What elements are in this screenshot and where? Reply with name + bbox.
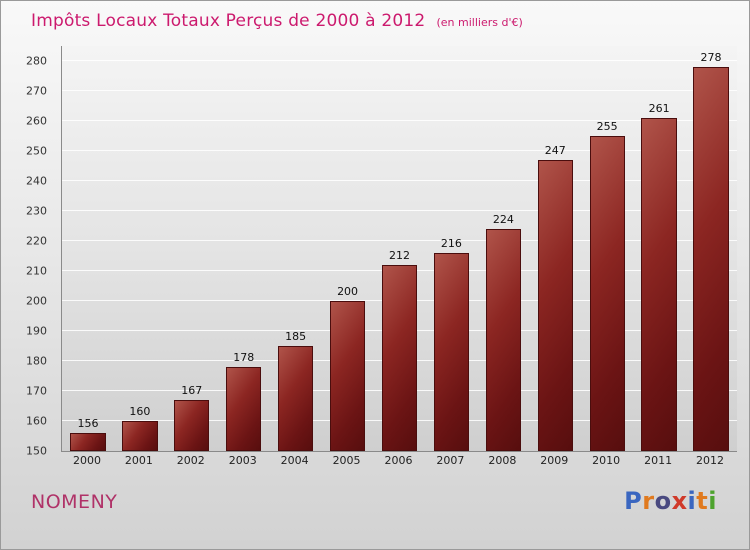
x-tick-label: 2002 <box>176 454 205 467</box>
gridline <box>62 150 737 151</box>
bar <box>278 346 314 451</box>
proxiti-logo-letter: i <box>708 487 717 515</box>
bar <box>537 160 573 451</box>
bar-value-label: 247 <box>544 144 566 157</box>
y-axis-labels: 150 160 170 180 190 200 210 220 230 240 250 260 270 2… <box>1 46 55 458</box>
bar-value-label: 255 <box>596 120 618 133</box>
y-tick-label: 190 <box>26 324 47 338</box>
x-tick-label: 2008 <box>488 454 517 467</box>
bar-slot: 224 <box>477 46 529 451</box>
y-tick-label: 260 <box>26 114 47 128</box>
proxiti-logo-letter: r <box>642 487 655 515</box>
x-tick-label: 2006 <box>384 454 413 467</box>
x-tick-label: 2011 <box>644 454 673 467</box>
bar-slot: 160 <box>114 46 166 451</box>
bar-value-label: 167 <box>181 384 203 397</box>
y-tick-label: 200 <box>26 294 47 308</box>
bar-slot: 185 <box>270 46 322 451</box>
y-tick-label: 150 <box>26 444 47 458</box>
bar-slot: 247 <box>529 46 581 451</box>
x-tick-label: 2004 <box>280 454 309 467</box>
bar-value-label: 156 <box>77 417 99 431</box>
bar-slot: 216 <box>425 46 477 451</box>
bar-slot: 178 <box>218 46 270 451</box>
y-tick-label: 250 <box>26 144 47 158</box>
chart-title: Impôts Locaux Totaux Perçus de 2000 à 20… <box>31 11 426 31</box>
bar-value-label: 185 <box>285 330 307 343</box>
proxiti-logo-letter: i <box>687 487 697 515</box>
chart-header: Impôts Locaux Totaux Perçus de 2000 à 20… <box>31 11 729 31</box>
proxiti-logo-letter: P <box>624 487 643 515</box>
bar-slot: 255 <box>581 46 633 451</box>
bar <box>433 253 470 451</box>
bar-slot: 261 <box>633 46 685 451</box>
y-tick-label: 160 <box>26 414 47 428</box>
bar <box>693 67 729 451</box>
bar-value-label: 216 <box>440 237 462 250</box>
plot-area: 156 160 167 178 185 200 212 216 224 247 255 261 278 <box>61 46 737 452</box>
y-tick-label: 210 <box>26 264 47 278</box>
bar-value-label: 212 <box>388 249 410 262</box>
x-tick-label: 2001 <box>124 454 153 467</box>
y-tick-label: 270 <box>26 84 47 98</box>
bar-slot: 167 <box>166 46 218 451</box>
gridline <box>62 240 737 241</box>
bar <box>226 367 262 451</box>
proxiti-logo-letter: t <box>696 487 709 515</box>
y-tick-label: 170 <box>26 384 47 398</box>
x-axis-labels: 2000 2001 2002 2003 2004 2005 2006 2007 2008 2009… <box>61 454 736 467</box>
bar-value-label: 200 <box>337 285 359 298</box>
y-tick-label: 240 <box>26 174 47 188</box>
gridline <box>62 60 737 61</box>
bar-slot: 156 <box>62 46 114 451</box>
bar <box>174 400 210 451</box>
bar-value-label: 224 <box>492 213 514 226</box>
x-tick-label: 2007 <box>436 454 465 467</box>
bar <box>329 301 366 451</box>
x-tick-label: 2003 <box>228 454 257 467</box>
x-tick-label: 2010 <box>592 454 621 467</box>
bar <box>70 433 106 451</box>
gridline <box>62 180 737 182</box>
y-tick-label: 280 <box>26 54 47 68</box>
bar-slot: 200 <box>322 46 374 451</box>
bar <box>122 421 158 451</box>
gridline <box>62 210 737 211</box>
bar-value-label: 178 <box>233 351 255 364</box>
bar <box>485 229 521 451</box>
gridline <box>62 90 737 91</box>
proxiti-logo: Proxiti <box>624 487 717 515</box>
y-tick-label: 180 <box>26 354 47 368</box>
proxiti-logo-letter: o <box>654 487 672 515</box>
x-tick-label: 2012 <box>696 454 725 467</box>
proxiti-logo-letter: x <box>671 487 688 515</box>
bar-value-label: 261 <box>648 102 670 115</box>
chart-subtitle: (en milliers d'€) <box>436 16 523 29</box>
x-tick-label: 2000 <box>72 454 101 467</box>
bar-value-label: 160 <box>129 405 151 418</box>
bar-value-label: 278 <box>700 51 722 64</box>
bar-series: 156 160 167 178 185 200 212 216 224 247 255 261 278 <box>62 46 737 451</box>
location-label: NOMENY <box>31 491 118 513</box>
y-tick-label: 220 <box>26 234 47 248</box>
y-tick-label: 230 <box>26 204 47 218</box>
x-tick-label: 2009 <box>540 454 569 467</box>
bar-slot: 212 <box>374 46 426 451</box>
bar <box>589 136 625 451</box>
bar <box>641 118 677 451</box>
x-tick-label: 2005 <box>332 454 361 467</box>
gridline <box>62 120 737 121</box>
bar-slot: 278 <box>685 46 737 451</box>
bar <box>381 265 418 451</box>
